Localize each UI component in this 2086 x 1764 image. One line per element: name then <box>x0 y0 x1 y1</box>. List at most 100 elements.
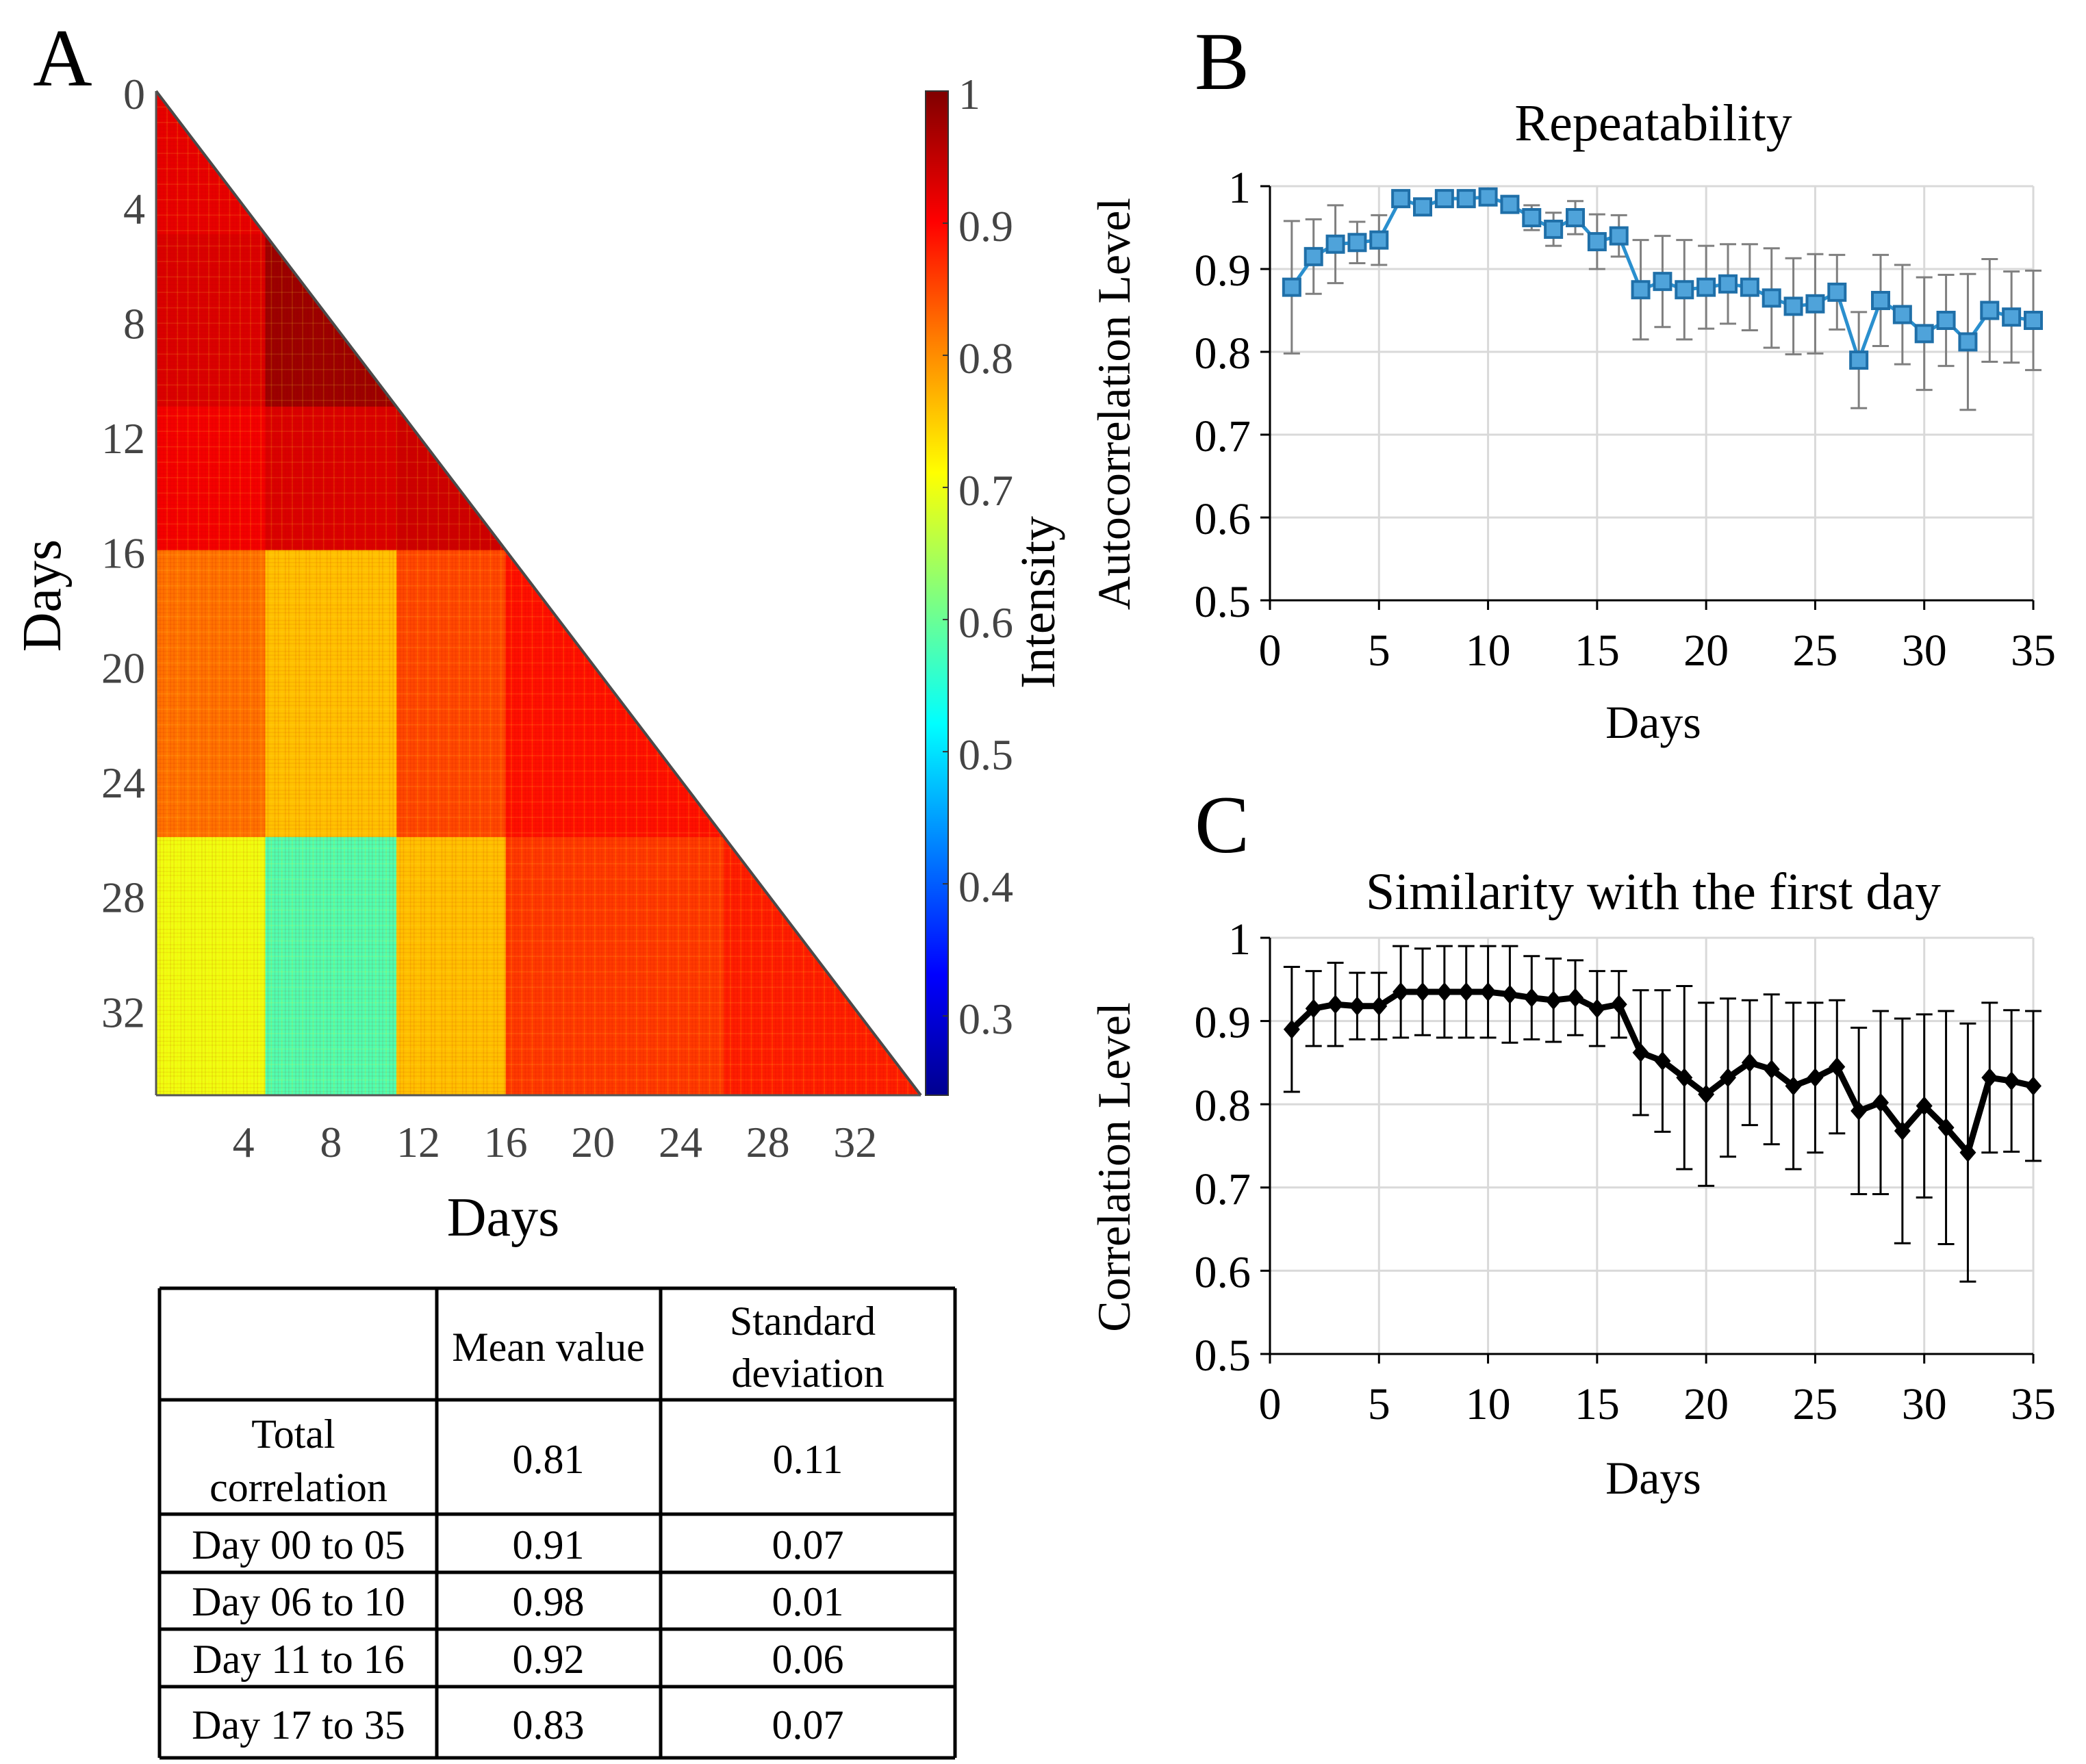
heatmap-texture-line <box>156 500 921 502</box>
heatmap-texture-line <box>455 91 457 1095</box>
heatmap-texture-line <box>156 210 921 212</box>
heatmap-texture-line <box>156 574 921 575</box>
table-row-label: Day 00 to 05 <box>192 1522 405 1568</box>
heatmap-texture-line <box>837 91 839 1095</box>
heatmap-texture-line <box>844 91 846 1095</box>
heatmap-texture-line <box>177 91 179 1095</box>
heatmap-texture-line <box>858 91 860 1095</box>
heatmap-texture-line <box>375 91 377 1095</box>
heatmap-texture-line <box>281 91 283 1095</box>
heatmap-texture-line <box>156 763 921 764</box>
heatmap-texture-line <box>156 975 921 977</box>
data-point <box>1349 996 1366 1016</box>
data-point <box>1914 324 1934 344</box>
chart-y-tick-label: 1 <box>1228 915 1251 964</box>
heatmap-texture-line <box>156 1060 921 1062</box>
heatmap-texture-line <box>156 921 921 923</box>
data-point <box>1871 290 1890 310</box>
heatmap-texture-line <box>156 450 921 452</box>
heatmap-texture-line <box>462 91 463 1095</box>
heatmap-texture-line <box>156 315 921 316</box>
heatmap-texture-line <box>156 327 921 328</box>
heatmap-texture-line <box>222 91 224 1095</box>
heatmap-texture-line <box>451 91 453 1095</box>
heatmap-texture-line <box>156 724 921 726</box>
heatmap-texture-line <box>277 91 279 1095</box>
heatmap-texture-line <box>156 1048 921 1050</box>
data-point <box>1523 988 1540 1008</box>
heatmap-texture-line <box>156 1079 921 1081</box>
heatmap-texture-line <box>904 91 905 1095</box>
heatmap-texture-line <box>156 859 921 860</box>
heatmap-texture-line <box>205 91 206 1095</box>
heatmap-texture-line <box>156 388 921 389</box>
data-point <box>1958 332 1978 352</box>
heatmap-texture-line <box>156 562 921 563</box>
chart-x-tick-label: 35 <box>2011 626 2056 676</box>
heatmap-x-tick-label: 4 <box>233 1118 255 1166</box>
heatmap-texture-line <box>156 137 921 139</box>
heatmap-texture-line <box>156 805 921 806</box>
data-point <box>1631 280 1651 300</box>
heatmap-texture-line <box>156 261 921 262</box>
heatmap-texture-line <box>156 280 921 281</box>
heatmap-texture-line <box>156 670 921 672</box>
data-point <box>1981 1068 1998 1088</box>
heatmap-texture-line <box>156 843 921 845</box>
heatmap-texture-line <box>156 218 921 220</box>
heatmap-texture-line <box>156 539 921 540</box>
heatmap-texture-line <box>156 998 921 999</box>
chart-b-axes: 0 5 10 15 20 25 30 35 0.5 0.6 0.7 0.8 0.9 1 <box>1195 163 2057 676</box>
heatmap-texture-line <box>156 94 921 97</box>
data-point <box>1829 1057 1846 1077</box>
chart-y-tick-label: 1 <box>1228 163 1251 213</box>
heatmap-texture-line <box>156 820 921 822</box>
heatmap-texture-line <box>824 91 825 1095</box>
heatmap-texture-line <box>156 322 921 324</box>
heatmap-texture-line <box>406 91 408 1095</box>
heatmap-texture-line <box>914 91 916 1095</box>
heatmap-texture-line <box>156 596 921 598</box>
table-row-label: Day 17 to 35 <box>192 1702 405 1748</box>
heatmap-texture-line <box>322 91 325 1095</box>
heatmap-texture-line <box>876 91 878 1095</box>
heatmap-texture-line <box>156 1025 921 1027</box>
data-point <box>1872 1092 1889 1112</box>
heatmap-texture-line <box>156 936 921 938</box>
heatmap-texture-line <box>215 91 216 1095</box>
heatmap-texture-line <box>156 608 921 610</box>
heatmap-texture-line <box>208 91 209 1095</box>
heatmap-texture-line <box>354 91 356 1095</box>
colorbar-tick-label: 0.3 <box>958 995 1013 1043</box>
chart-x-tick-label: 30 <box>1902 626 1947 676</box>
data-point <box>1654 1051 1671 1071</box>
data-point <box>1675 280 1694 300</box>
data-point <box>1567 988 1583 1008</box>
heatmap-diagonal <box>155 90 922 1097</box>
heatmap-texture-line <box>156 188 921 189</box>
heatmap-texture-line <box>156 488 921 490</box>
heatmap-texture-line <box>156 110 921 112</box>
colorbar-tick-label: 0.8 <box>958 334 1013 383</box>
heatmap-texture-line <box>170 91 171 1095</box>
heatmap-texture-line <box>156 956 921 957</box>
data-point <box>1936 311 1956 331</box>
heatmap-texture-line <box>156 191 921 193</box>
heatmap-texture-line <box>156 558 921 560</box>
heatmap-texture-line <box>156 122 921 123</box>
chart-b-title: Repeatability <box>1514 94 1792 152</box>
colorbar-tick-label: 0.5 <box>958 730 1013 779</box>
heatmap-texture-line <box>309 91 311 1095</box>
heatmap-texture-line <box>156 793 921 795</box>
heatmap-texture-line <box>156 886 921 888</box>
data-point <box>1545 990 1562 1010</box>
table-row-label-total: Total correlation <box>209 1411 387 1510</box>
heatmap-texture-line <box>246 91 248 1095</box>
colorbar-tick-label: 0.6 <box>958 598 1013 647</box>
heatmap-texture-line <box>156 214 921 216</box>
table-cell-std: 0.07 <box>772 1522 844 1568</box>
heatmap-texture-line <box>156 735 921 737</box>
heatmap-texture-line <box>333 91 335 1095</box>
heatmap-texture-line <box>917 91 919 1095</box>
